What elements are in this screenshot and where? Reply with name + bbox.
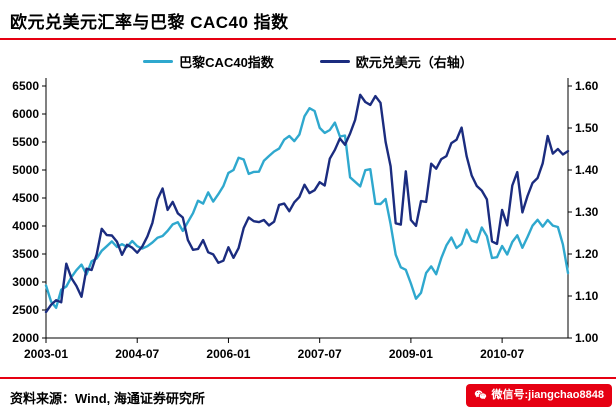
wechat-badge: 微信号:jiangchao8848 <box>465 384 612 407</box>
left-axis-label: 5000 <box>12 163 39 177</box>
wechat-id-text: 微信号:jiangchao8848 <box>491 389 604 401</box>
right-axis-label: 1.40 <box>575 163 599 177</box>
x-axis-label: 2010-07 <box>480 347 524 361</box>
right-axis-label: 1.20 <box>575 247 599 261</box>
legend-item-cac40: 巴黎CAC40指数 <box>143 52 274 71</box>
dual-axis-line-chart: 2000 2500 3000 3500 4000 4500 5000 5500 6000 6500… <box>12 78 599 361</box>
bottom-divider <box>0 377 616 379</box>
legend-item-eurusd: 欧元兑美元（右轴） <box>319 52 473 71</box>
legend-label-cac40: 巴黎CAC40指数 <box>179 55 274 70</box>
left-axis-label: 6000 <box>12 107 39 121</box>
wechat-icon <box>474 389 487 402</box>
eurusd-line <box>44 93 570 314</box>
left-axis-label: 5500 <box>12 135 39 149</box>
left-axis-label: 2000 <box>12 331 39 345</box>
left-axis-label: 2500 <box>12 303 39 317</box>
right-axis-label: 1.00 <box>575 331 599 345</box>
x-axis-label: 2004-07 <box>115 347 159 361</box>
x-axis-label: 2003-01 <box>24 347 68 361</box>
left-axis-label: 3500 <box>12 247 39 261</box>
x-axis-label: 2007-07 <box>298 347 342 361</box>
cac40-line <box>44 107 570 310</box>
left-axis-label: 4500 <box>12 191 39 205</box>
cac40-line-swatch <box>143 60 174 63</box>
x-axis-label: 2006-01 <box>206 347 250 361</box>
eurusd-line-swatch <box>319 60 350 63</box>
page-title: 欧元兑美元汇率与巴黎 CAC40 指数 <box>10 13 289 32</box>
left-axis-label: 4000 <box>12 219 39 233</box>
right-axis-label: 1.50 <box>575 121 599 135</box>
top-divider <box>0 38 616 40</box>
chart-legend: 巴黎CAC40指数 欧元兑美元（右轴） <box>0 52 616 71</box>
left-axis-label: 3000 <box>12 275 39 289</box>
right-axis-label: 1.60 <box>575 79 599 93</box>
left-axis-label: 6500 <box>12 79 39 93</box>
data-source-note: 资料来源：Wind, 海通证券研究所 <box>10 391 205 406</box>
right-axis-label: 1.10 <box>575 289 599 303</box>
legend-label-eurusd: 欧元兑美元（右轴） <box>355 55 473 70</box>
x-axis-label: 2009-01 <box>389 347 433 361</box>
right-axis-label: 1.30 <box>575 205 599 219</box>
